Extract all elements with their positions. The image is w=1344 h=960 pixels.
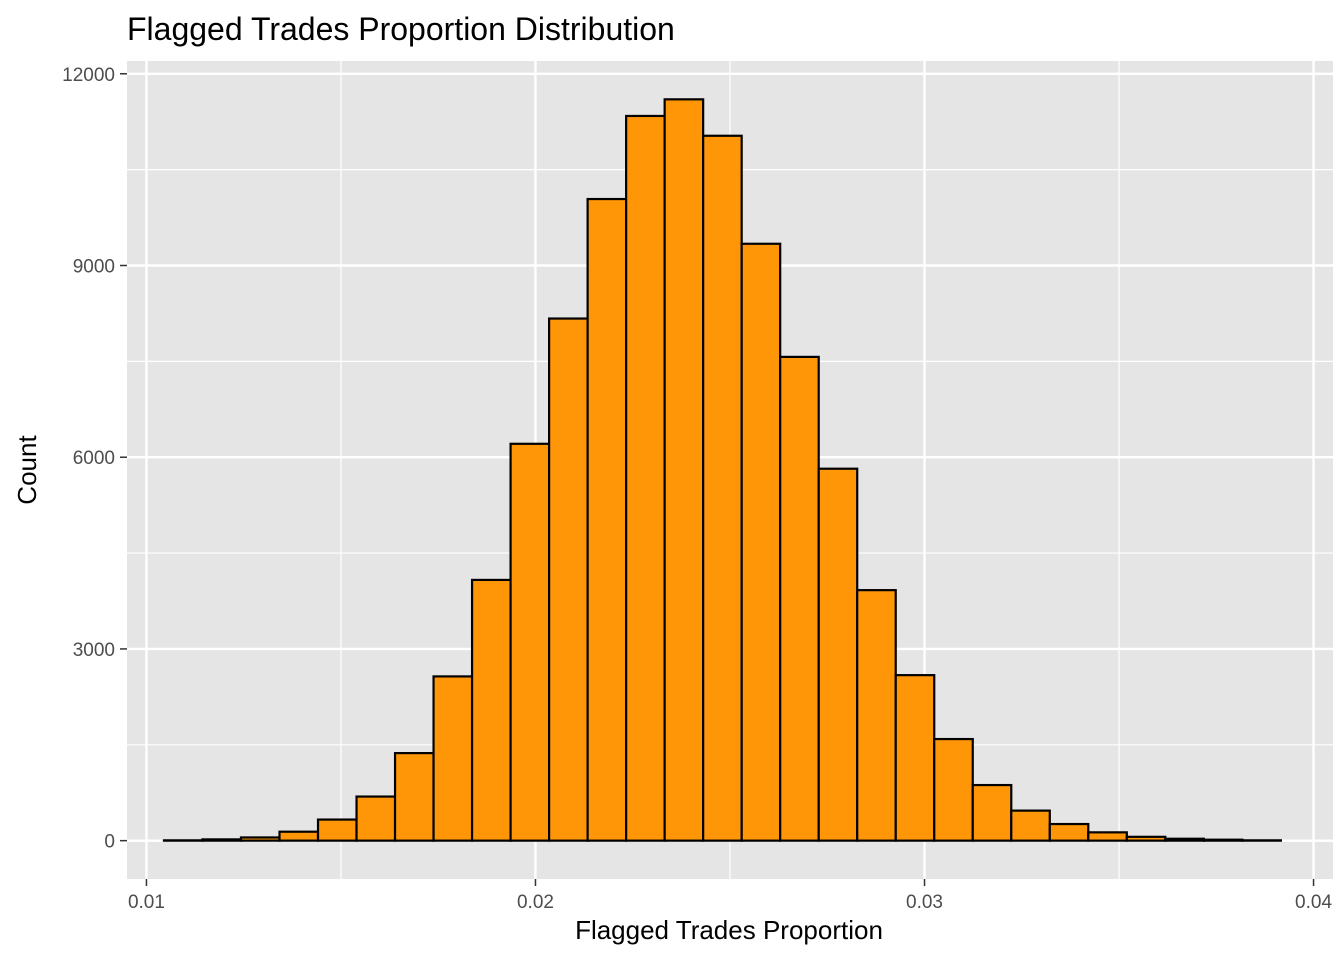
y-tick-label: 6000 (73, 448, 115, 469)
x-axis-title: Flagged Trades Proportion (575, 915, 883, 945)
histogram-bar (740, 242, 782, 842)
histogram-bar (1048, 822, 1090, 842)
histogram-bar (817, 467, 859, 842)
histogram-bar (1087, 831, 1128, 842)
x-tick-label: 0.04 (1295, 892, 1332, 913)
histogram-bar (393, 752, 435, 842)
y-tick-label: 9000 (73, 257, 115, 278)
histogram-bar (1202, 838, 1244, 842)
histogram-bar (663, 98, 705, 842)
histogram-bar (432, 675, 474, 842)
x-tick-label: 0.03 (906, 892, 943, 913)
y-tick-label: 3000 (73, 640, 115, 661)
histogram-bar (509, 442, 551, 842)
histogram-bar (1164, 837, 1205, 842)
histogram-bar (1125, 835, 1167, 842)
histogram-bar (856, 589, 897, 842)
histogram-bar (971, 783, 1013, 842)
chart-title: Flagged Trades Proportion Distribution (127, 11, 675, 47)
x-tick-label: 0.01 (128, 892, 165, 913)
histogram-bar (702, 134, 743, 842)
histogram-bar (1010, 809, 1051, 842)
histogram-bar (278, 830, 320, 842)
histogram-bar (894, 674, 936, 842)
y-axis-title: Count (12, 435, 42, 505)
y-tick-label: 0 (104, 832, 115, 853)
histogram-bar (239, 836, 281, 842)
histogram-bar (547, 317, 589, 842)
histogram-bars (162, 98, 1282, 842)
histogram-bar (316, 818, 358, 842)
histogram-bar (779, 355, 820, 842)
histogram-bar (586, 197, 628, 842)
histogram-bar (933, 737, 974, 842)
y-axis: 0 3000 6000 9000 12000 (62, 65, 127, 853)
histogram-bar (625, 114, 666, 842)
histogram-bar (355, 795, 397, 842)
histogram-bar (470, 578, 512, 842)
y-tick-label: 12000 (62, 65, 115, 86)
x-tick-label: 0.02 (517, 892, 554, 913)
histogram-bar (201, 838, 243, 842)
x-axis: 0.01 0.02 0.03 0.04 (128, 879, 1332, 913)
